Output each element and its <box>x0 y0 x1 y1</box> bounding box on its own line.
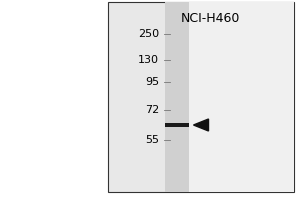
Bar <box>165 123 189 127</box>
Bar <box>165 2 189 192</box>
Text: 95: 95 <box>145 77 159 87</box>
Text: NCI-H460: NCI-H460 <box>180 12 240 25</box>
Text: 72: 72 <box>145 105 159 115</box>
Polygon shape <box>194 119 208 131</box>
Text: 130: 130 <box>138 55 159 65</box>
Text: 55: 55 <box>145 135 159 145</box>
Text: 250: 250 <box>138 29 159 39</box>
